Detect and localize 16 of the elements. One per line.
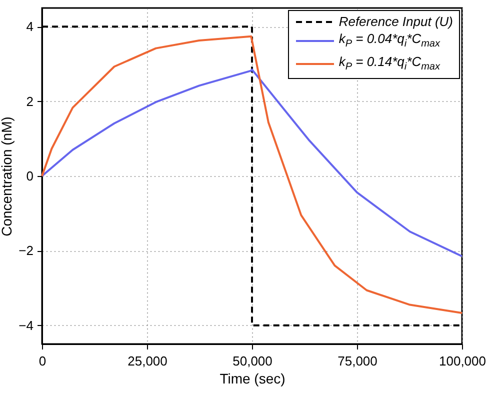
legend-label: k$_{P}$ = 0.04*q$_{i}$*C$_{max}$ — [338, 30, 440, 52]
x-tick-label: 0 — [38, 354, 46, 368]
x-tick-label: 75,000 — [338, 354, 378, 368]
y-axis-title: Concentration (nM) — [0, 116, 15, 236]
x-tick-label: 25,000 — [128, 354, 168, 368]
y-tick-label: 2 — [26, 94, 34, 109]
x-tick-label: 100,000 — [439, 354, 486, 368]
y-tick-label: 0 — [26, 168, 34, 184]
legend-label: Reference Input (U) — [338, 13, 453, 30]
x-axis-title: Time (sec) — [220, 370, 286, 386]
y-tick-label: 4 — [26, 19, 34, 34]
y-tick-label: −4 — [18, 318, 34, 333]
x-tick-label: 50,000 — [232, 354, 272, 368]
legend-label: k$_{P}$ = 0.14*q$_{i}$*C$_{max}$ — [338, 52, 440, 74]
line-series — [41, 68, 463, 258]
y-tick-label: −2 — [18, 243, 34, 258]
